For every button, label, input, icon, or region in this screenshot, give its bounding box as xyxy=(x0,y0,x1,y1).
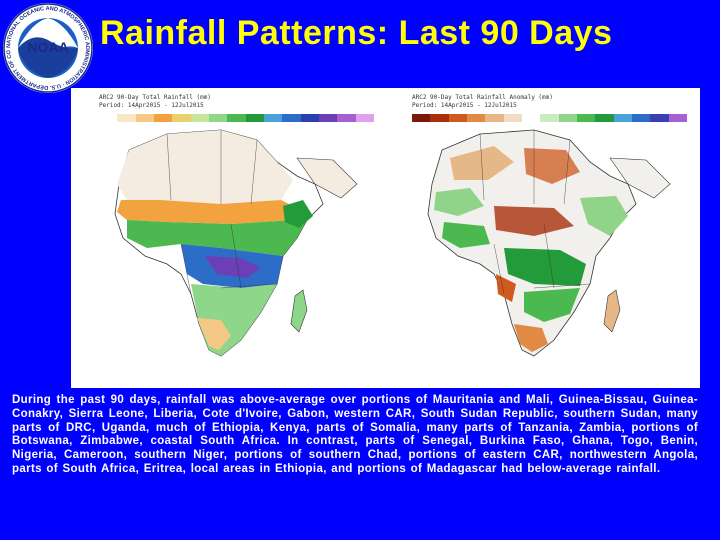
total-rainfall-scale-swatch xyxy=(355,114,374,122)
noaa-logo: NOAA NATIONAL OCEANIC AND ATMOSPHERIC AD… xyxy=(0,0,94,94)
rainfall-anomaly-map-period: Period: 14Apr2015 - 12Jul2015 xyxy=(412,102,517,109)
rainfall-anomaly-scale-swatch xyxy=(631,114,651,122)
total-rainfall-scale-swatch xyxy=(172,114,191,122)
total-rainfall-scale-swatch xyxy=(190,114,209,122)
rainfall-anomaly-scale-swatch xyxy=(466,114,486,122)
total-rainfall-map-period: Period: 14Apr2015 - 12Jul2015 xyxy=(99,102,204,109)
rainfall-anomaly-scale-swatch xyxy=(430,114,449,122)
rainfall-anomaly-scale-swatch xyxy=(668,114,687,122)
page-title: Rainfall Patterns: Last 90 Days xyxy=(100,14,613,52)
rainfall-anomaly-scale-swatch xyxy=(448,114,467,122)
rainfall-anomaly-map: ARC2 90-Day Total Rainfall Anomaly (mm) … xyxy=(384,88,700,388)
rainfall-anomaly-map-title: ARC2 90-Day Total Rainfall Anomaly (mm) xyxy=(412,94,553,101)
total-rainfall-scale-swatch xyxy=(135,114,154,122)
total-rainfall-scale-swatch xyxy=(153,114,173,122)
total-rainfall-scale-swatch xyxy=(263,114,283,122)
total-rainfall-color-scale xyxy=(99,114,374,122)
rainfall-anomaly-scale-swatch xyxy=(595,114,614,122)
total-rainfall-scale-swatch xyxy=(117,114,136,122)
total-rainfall-africa-map xyxy=(114,129,358,357)
total-rainfall-map: ARC2 90-Day Total Rainfall (mm) Period: … xyxy=(71,88,387,388)
total-rainfall-map-header: ARC2 90-Day Total Rainfall (mm) Period: … xyxy=(99,94,211,110)
total-rainfall-scale-swatch xyxy=(300,114,319,122)
rainfall-anomaly-scale-swatch xyxy=(540,114,559,122)
total-rainfall-scale-swatch xyxy=(318,114,338,122)
rainfall-anomaly-scale-swatch xyxy=(576,114,596,122)
rainfall-summary-text: During the past 90 days, rainfall was ab… xyxy=(12,394,698,475)
total-rainfall-scale-swatch xyxy=(282,114,301,122)
rainfall-anomaly-africa-map xyxy=(427,129,671,357)
total-rainfall-scale-swatch xyxy=(99,114,118,122)
total-rainfall-scale-swatch xyxy=(227,114,246,122)
rainfall-anomaly-color-scale xyxy=(412,114,687,122)
rainfall-anomaly-scale-swatch xyxy=(503,114,522,122)
total-rainfall-map-title: ARC2 90-Day Total Rainfall (mm) xyxy=(99,94,211,101)
rainfall-anomaly-scale-swatch xyxy=(650,114,669,122)
total-rainfall-scale-swatch xyxy=(208,114,228,122)
total-rainfall-scale-swatch xyxy=(337,114,356,122)
rainfall-anomaly-scale-swatch xyxy=(485,114,504,122)
rainfall-anomaly-scale-swatch xyxy=(521,114,541,122)
noaa-logo-icon: NOAA NATIONAL OCEANIC AND ATMOSPHERIC AD… xyxy=(0,0,93,93)
rainfall-anomaly-scale-swatch xyxy=(412,114,431,122)
total-rainfall-scale-swatch xyxy=(245,114,264,122)
noaa-logo-text: NOAA xyxy=(27,39,68,55)
rainfall-anomaly-scale-swatch xyxy=(613,114,632,122)
rainfall-anomaly-scale-swatch xyxy=(558,114,577,122)
rainfall-anomaly-map-header: ARC2 90-Day Total Rainfall Anomaly (mm) … xyxy=(412,94,553,110)
